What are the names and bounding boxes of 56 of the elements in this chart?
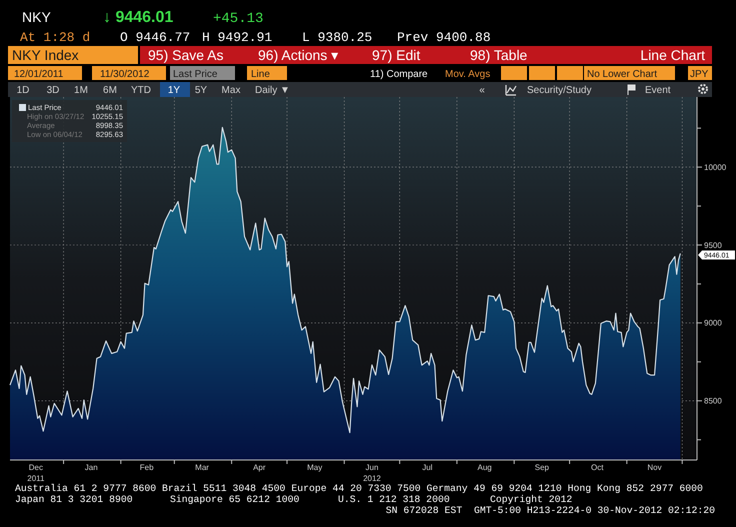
text: Copyright 2012 bbox=[490, 494, 572, 505]
text: 1Y bbox=[168, 85, 180, 96]
text: 98) Table bbox=[470, 47, 528, 63]
x-tick-label: May bbox=[307, 463, 322, 472]
text: 1M bbox=[74, 85, 88, 96]
text: 1D bbox=[16, 85, 30, 96]
text: Max bbox=[222, 85, 240, 96]
text: NKY bbox=[22, 9, 52, 25]
x-tick-label: Oct bbox=[591, 463, 604, 472]
text: L 9380.25 bbox=[302, 30, 372, 45]
y-tick-label: 9500 bbox=[704, 240, 722, 250]
text: 5Y bbox=[194, 85, 208, 96]
text: 96) Actions ▾ bbox=[258, 47, 338, 63]
text: Prev 9400.88 bbox=[397, 30, 491, 45]
text: +45.13 bbox=[213, 11, 264, 27]
x-tick-label: Sep bbox=[534, 463, 550, 472]
text: At 1:28 d bbox=[20, 30, 90, 45]
text: Australia 61 2 9777 8600 Brazil 5511 3048 4500 Europe 44 20 7330 7500 Germany 49 69 9204 1210 Hong Kong 852 2977 6000 bbox=[15, 483, 703, 494]
x-tick-label: Mar bbox=[195, 463, 210, 472]
text: 6M bbox=[103, 85, 117, 96]
text: Event bbox=[645, 85, 671, 96]
text: 97) Edit bbox=[372, 47, 420, 63]
text: NKY Index bbox=[12, 47, 79, 63]
text: ↓ 9446.01 bbox=[103, 9, 174, 26]
y-tick-label: 10000 bbox=[704, 162, 727, 172]
text: Daily ▼ bbox=[255, 85, 290, 96]
text: 11) Compare bbox=[370, 69, 428, 80]
x-tick-label: Jan bbox=[84, 463, 98, 472]
x-tick-label: Jun 2012 bbox=[363, 463, 382, 483]
text: JPY bbox=[690, 69, 709, 80]
text: Line Chart bbox=[640, 47, 706, 63]
text: H 9492.91 bbox=[202, 30, 272, 45]
text: O 9446.77 bbox=[120, 30, 190, 45]
text: 12/01/2011 bbox=[14, 69, 64, 80]
text: SN 672028 EST GMT-5:00 H213-2224-0 30-Nov-2012 02:12:20 bbox=[386, 505, 716, 516]
text: Japan 81 3 3201 8900 bbox=[15, 494, 133, 505]
x-tick-label: Aug bbox=[478, 463, 492, 472]
text: Line bbox=[251, 69, 270, 80]
x-tick-label: Nov bbox=[647, 463, 662, 472]
text: Mov. Avgs bbox=[445, 69, 490, 80]
text: YTD bbox=[131, 85, 151, 96]
text: 11/30/2012 bbox=[100, 69, 150, 80]
y-tick-label: 8500 bbox=[704, 396, 722, 406]
text: « bbox=[479, 85, 486, 96]
text: Security/Study bbox=[527, 85, 592, 96]
text: U.S. 1 212 318 2000 bbox=[338, 494, 450, 505]
y-tick-label: 9000 bbox=[704, 318, 722, 328]
text: 95) Save As bbox=[148, 47, 224, 63]
text: Last Price bbox=[173, 69, 218, 80]
x-tick-label: Feb bbox=[140, 463, 154, 472]
x-tick-label: Jul bbox=[422, 463, 433, 472]
text: Singapore 65 6212 1000 bbox=[170, 494, 300, 505]
x-tick-label: Apr bbox=[253, 463, 266, 472]
x-tick-label: Dec 2011 bbox=[27, 463, 46, 483]
text: 3D bbox=[46, 85, 60, 96]
text: No Lower Chart bbox=[587, 69, 658, 80]
